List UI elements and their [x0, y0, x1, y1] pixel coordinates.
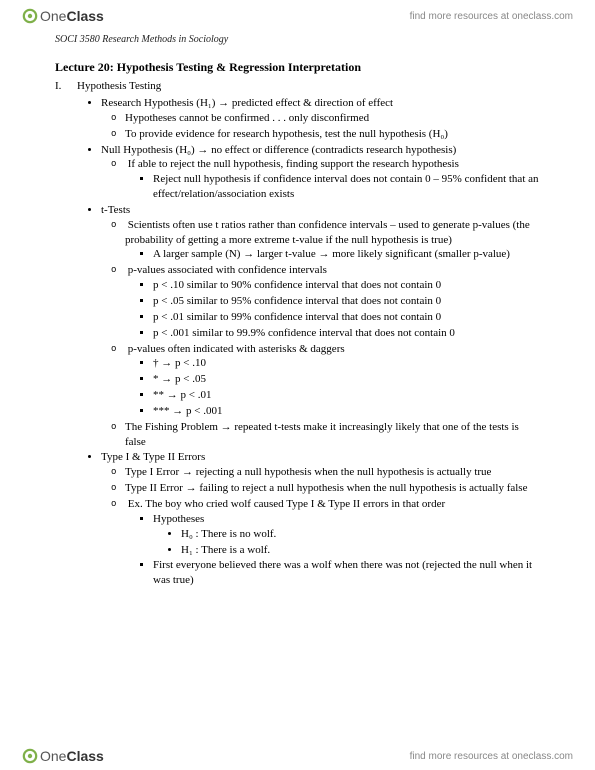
list-item: p < .05 similar to 95% confidence interv…: [153, 294, 540, 309]
list-item: Null Hypothesis (H₀) → no effect or diff…: [101, 143, 540, 202]
oneclass-icon: [22, 748, 38, 764]
list-item: Type I Error → rejecting a null hypothes…: [125, 465, 540, 480]
section-heading: I.Hypothesis Testing: [55, 79, 540, 94]
item-text: H₀ : There is no wolf.: [181, 528, 276, 540]
list-item: Scientists often use t ratios rather tha…: [125, 218, 540, 263]
list-item: * → p < .05: [153, 372, 540, 387]
item-text: ** → p < .01: [153, 389, 211, 401]
list-item: p < .01 similar to 99% confidence interv…: [153, 310, 540, 325]
item-text: p-values often indicated with asterisks …: [128, 343, 345, 355]
item-text: H₁ : There is a wolf.: [181, 544, 270, 556]
list-item: p < .001 similar to 99.9% confidence int…: [153, 326, 540, 341]
section-number: I.: [55, 79, 77, 94]
list-item: Type I & Type II Errors Type I Error → r…: [101, 450, 540, 588]
item-text: First everyone believed there was a wolf…: [153, 559, 532, 586]
list-item: H₀ : There is no wolf.: [181, 527, 540, 542]
brand-text: OneClass: [40, 748, 104, 764]
item-text: A larger sample (N) → larger t-value → m…: [153, 248, 510, 260]
item-text: Hypotheses cannot be confirmed . . . onl…: [125, 112, 369, 124]
list-item: p < .10 similar to 90% confidence interv…: [153, 278, 540, 293]
item-text: † → p < .10: [153, 357, 206, 369]
list-item: H₁ : There is a wolf.: [181, 543, 540, 558]
lecture-title: Lecture 20: Hypothesis Testing & Regress…: [55, 59, 540, 75]
outline-list: Research Hypothesis (H₁) → predicted eff…: [55, 96, 540, 588]
brand-logo: OneClass: [22, 748, 104, 764]
item-text: p < .01 similar to 99% confidence interv…: [153, 311, 441, 323]
list-item: t-Tests Scientists often use t ratios ra…: [101, 203, 540, 450]
item-text: Type I & Type II Errors: [101, 451, 205, 463]
item-text: Null Hypothesis (H₀) → no effect or diff…: [101, 144, 456, 156]
list-item: Ex. The boy who cried wolf caused Type I…: [125, 497, 540, 588]
item-text: p < .05 similar to 95% confidence interv…: [153, 295, 441, 307]
document-body: Lecture 20: Hypothesis Testing & Regress…: [0, 59, 595, 588]
list-item: If able to reject the null hypothesis, f…: [125, 157, 540, 202]
item-text: To provide evidence for research hypothe…: [125, 128, 448, 140]
list-item: First everyone believed there was a wolf…: [153, 558, 540, 588]
list-item: Reject null hypothesis if confidence int…: [153, 172, 540, 202]
brand-logo: OneClass: [22, 8, 104, 24]
list-item: Research Hypothesis (H₁) → predicted eff…: [101, 96, 540, 142]
item-text: Hypotheses: [153, 513, 204, 525]
list-item: Hypotheses cannot be confirmed . . . onl…: [125, 111, 540, 126]
section-label: Hypothesis Testing: [77, 80, 161, 92]
list-item: † → p < .10: [153, 356, 540, 371]
item-text: Type II Error → failing to reject a null…: [125, 482, 527, 494]
item-text: The Fishing Problem → repeated t-tests m…: [125, 421, 519, 448]
item-text: t-Tests: [101, 204, 130, 216]
brand-text: OneClass: [40, 8, 104, 24]
oneclass-icon: [22, 8, 38, 24]
item-text: Scientists often use t ratios rather tha…: [125, 219, 530, 246]
list-item: The Fishing Problem → repeated t-tests m…: [125, 420, 540, 450]
list-item: p-values often indicated with asterisks …: [125, 342, 540, 419]
item-text: p-values associated with confidence inte…: [128, 264, 327, 276]
item-text: Reject null hypothesis if confidence int…: [153, 173, 539, 200]
page-footer: OneClass find more resources at oneclass…: [0, 740, 595, 770]
header-resources-link[interactable]: find more resources at oneclass.com: [410, 11, 573, 22]
item-text: Ex. The boy who cried wolf caused Type I…: [128, 498, 445, 510]
item-text: Type I Error → rejecting a null hypothes…: [125, 466, 491, 478]
item-text: p < .001 similar to 99.9% confidence int…: [153, 327, 455, 339]
list-item: ** → p < .01: [153, 388, 540, 403]
item-text: * → p < .05: [153, 373, 206, 385]
item-text: If able to reject the null hypothesis, f…: [128, 158, 459, 170]
list-item: Type II Error → failing to reject a null…: [125, 481, 540, 496]
footer-resources-link[interactable]: find more resources at oneclass.com: [410, 751, 573, 762]
list-item: *** → p < .001: [153, 404, 540, 419]
list-item: Hypotheses H₀ : There is no wolf. H₁ : T…: [153, 512, 540, 558]
item-text: p < .10 similar to 90% confidence interv…: [153, 279, 441, 291]
course-header: SOCI 3580 Research Methods in Sociology: [0, 30, 595, 59]
item-text: *** → p < .001: [153, 405, 222, 417]
list-item: p-values associated with confidence inte…: [125, 263, 540, 340]
page-header: OneClass find more resources at oneclass…: [0, 0, 595, 30]
item-text: Research Hypothesis (H₁) → predicted eff…: [101, 97, 393, 109]
list-item: A larger sample (N) → larger t-value → m…: [153, 247, 540, 262]
list-item: To provide evidence for research hypothe…: [125, 127, 540, 142]
